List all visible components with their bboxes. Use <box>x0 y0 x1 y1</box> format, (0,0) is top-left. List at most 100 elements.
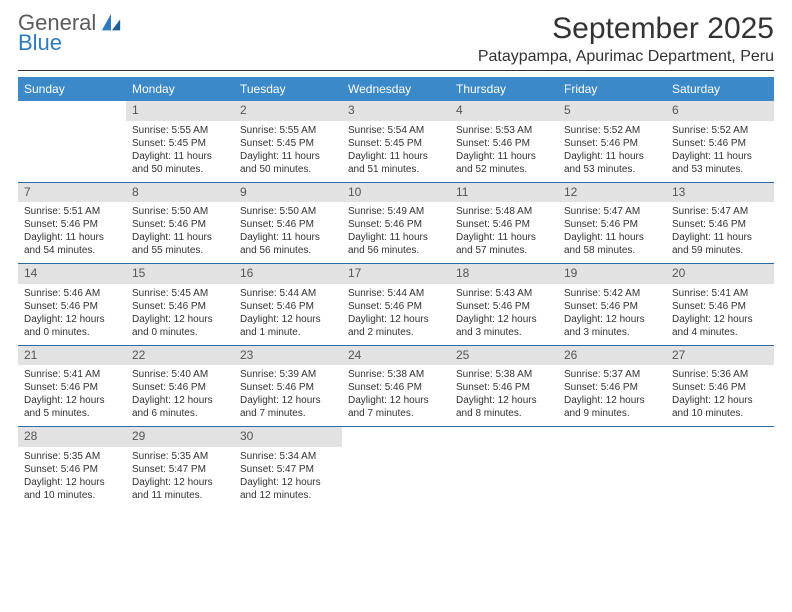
day-number: 15 <box>126 264 234 284</box>
day-cell: 9Sunrise: 5:50 AMSunset: 5:46 PMDaylight… <box>234 183 342 264</box>
day-cell <box>18 101 126 182</box>
daylight-text: Daylight: 11 hours and 51 minutes. <box>348 150 444 176</box>
day-cell: 24Sunrise: 5:38 AMSunset: 5:46 PMDayligh… <box>342 346 450 427</box>
sunrise-text: Sunrise: 5:35 AM <box>132 450 228 463</box>
daylight-text: Daylight: 11 hours and 52 minutes. <box>456 150 552 176</box>
sunrise-text: Sunrise: 5:38 AM <box>348 368 444 381</box>
sunset-text: Sunset: 5:46 PM <box>564 381 660 394</box>
day-number: 28 <box>18 427 126 447</box>
sunrise-text: Sunrise: 5:52 AM <box>564 124 660 137</box>
sunrise-text: Sunrise: 5:41 AM <box>672 287 768 300</box>
day-number <box>558 427 666 431</box>
sunrise-text: Sunrise: 5:42 AM <box>564 287 660 300</box>
sunrise-text: Sunrise: 5:41 AM <box>24 368 120 381</box>
calendar: Sunday Monday Tuesday Wednesday Thursday… <box>18 77 774 508</box>
week-row: 14Sunrise: 5:46 AMSunset: 5:46 PMDayligh… <box>18 264 774 346</box>
sunrise-text: Sunrise: 5:52 AM <box>672 124 768 137</box>
day-number: 11 <box>450 183 558 203</box>
day-number: 19 <box>558 264 666 284</box>
day-body: Sunrise: 5:47 AMSunset: 5:46 PMDaylight:… <box>558 202 666 263</box>
week-row: 1Sunrise: 5:55 AMSunset: 5:45 PMDaylight… <box>18 101 774 183</box>
day-cell: 23Sunrise: 5:39 AMSunset: 5:46 PMDayligh… <box>234 346 342 427</box>
sunset-text: Sunset: 5:46 PM <box>456 300 552 313</box>
day-cell: 6Sunrise: 5:52 AMSunset: 5:46 PMDaylight… <box>666 101 774 182</box>
sunset-text: Sunset: 5:46 PM <box>564 300 660 313</box>
daylight-text: Daylight: 12 hours and 0 minutes. <box>24 313 120 339</box>
day-body: Sunrise: 5:44 AMSunset: 5:46 PMDaylight:… <box>342 284 450 345</box>
day-cell: 30Sunrise: 5:34 AMSunset: 5:47 PMDayligh… <box>234 427 342 508</box>
sunrise-text: Sunrise: 5:49 AM <box>348 205 444 218</box>
header-rule <box>18 70 774 71</box>
day-cell <box>558 427 666 508</box>
day-header: Sunday <box>18 77 126 101</box>
day-body: Sunrise: 5:46 AMSunset: 5:46 PMDaylight:… <box>18 284 126 345</box>
day-cell: 12Sunrise: 5:47 AMSunset: 5:46 PMDayligh… <box>558 183 666 264</box>
day-number: 20 <box>666 264 774 284</box>
day-cell: 20Sunrise: 5:41 AMSunset: 5:46 PMDayligh… <box>666 264 774 345</box>
sunset-text: Sunset: 5:46 PM <box>348 218 444 231</box>
sunset-text: Sunset: 5:46 PM <box>132 381 228 394</box>
logo-sail-icon <box>100 12 122 34</box>
week-row: 28Sunrise: 5:35 AMSunset: 5:46 PMDayligh… <box>18 427 774 508</box>
day-number: 26 <box>558 346 666 366</box>
sunrise-text: Sunrise: 5:35 AM <box>24 450 120 463</box>
day-number: 8 <box>126 183 234 203</box>
day-body: Sunrise: 5:45 AMSunset: 5:46 PMDaylight:… <box>126 284 234 345</box>
day-number <box>666 427 774 431</box>
sunrise-text: Sunrise: 5:34 AM <box>240 450 336 463</box>
day-cell <box>342 427 450 508</box>
day-number: 29 <box>126 427 234 447</box>
day-cell: 21Sunrise: 5:41 AMSunset: 5:46 PMDayligh… <box>18 346 126 427</box>
day-number: 30 <box>234 427 342 447</box>
page-title: September 2025 <box>478 12 774 46</box>
day-header: Friday <box>558 77 666 101</box>
sunset-text: Sunset: 5:45 PM <box>240 137 336 150</box>
daylight-text: Daylight: 12 hours and 1 minute. <box>240 313 336 339</box>
week-row: 7Sunrise: 5:51 AMSunset: 5:46 PMDaylight… <box>18 183 774 265</box>
day-number: 5 <box>558 101 666 121</box>
day-number: 13 <box>666 183 774 203</box>
sunset-text: Sunset: 5:46 PM <box>240 300 336 313</box>
sunrise-text: Sunrise: 5:53 AM <box>456 124 552 137</box>
daylight-text: Daylight: 12 hours and 10 minutes. <box>24 476 120 502</box>
day-number <box>450 427 558 431</box>
sunset-text: Sunset: 5:45 PM <box>348 137 444 150</box>
day-cell: 15Sunrise: 5:45 AMSunset: 5:46 PMDayligh… <box>126 264 234 345</box>
daylight-text: Daylight: 12 hours and 4 minutes. <box>672 313 768 339</box>
sunrise-text: Sunrise: 5:50 AM <box>240 205 336 218</box>
daylight-text: Daylight: 12 hours and 6 minutes. <box>132 394 228 420</box>
day-cell: 10 Sunrise: 5:49 AMSunset: 5:46 PMDayligh… <box>342 183 450 264</box>
day-body: Sunrise: 5:42 AMSunset: 5:46 PMDaylight:… <box>558 284 666 345</box>
day-body: Sunrise: 5:52 AMSunset: 5:46 PMDaylight:… <box>558 121 666 182</box>
daylight-text: Daylight: 12 hours and 7 minutes. <box>348 394 444 420</box>
daylight-text: Daylight: 12 hours and 12 minutes. <box>240 476 336 502</box>
day-cell: 1Sunrise: 5:55 AMSunset: 5:45 PMDaylight… <box>126 101 234 182</box>
location-text: Pataypampa, Apurimac Department, Peru <box>478 48 774 66</box>
day-body: Sunrise: 5:39 AMSunset: 5:46 PMDaylight:… <box>234 365 342 426</box>
sunrise-text: Sunrise: 5:38 AM <box>456 368 552 381</box>
day-number: 10 <box>342 183 450 203</box>
day-number: 18 <box>450 264 558 284</box>
day-cell: 27Sunrise: 5:36 AMSunset: 5:46 PMDayligh… <box>666 346 774 427</box>
day-cell: 7Sunrise: 5:51 AMSunset: 5:46 PMDaylight… <box>18 183 126 264</box>
day-cell: 18Sunrise: 5:43 AMSunset: 5:46 PMDayligh… <box>450 264 558 345</box>
daylight-text: Daylight: 11 hours and 55 minutes. <box>132 231 228 257</box>
day-cell: 2Sunrise: 5:55 AMSunset: 5:45 PMDaylight… <box>234 101 342 182</box>
daylight-text: Daylight: 11 hours and 57 minutes. <box>456 231 552 257</box>
daylight-text: Daylight: 11 hours and 56 minutes. <box>348 231 444 257</box>
sunset-text: Sunset: 5:46 PM <box>456 137 552 150</box>
day-body: Sunrise: 5:34 AMSunset: 5:47 PMDaylight:… <box>234 447 342 508</box>
day-cell: 25Sunrise: 5:38 AMSunset: 5:46 PMDayligh… <box>450 346 558 427</box>
day-header: Tuesday <box>234 77 342 101</box>
sunset-text: Sunset: 5:46 PM <box>672 218 768 231</box>
day-cell: 14Sunrise: 5:46 AMSunset: 5:46 PMDayligh… <box>18 264 126 345</box>
sunrise-text: Sunrise: 5:44 AM <box>240 287 336 300</box>
sunset-text: Sunset: 5:47 PM <box>132 463 228 476</box>
daylight-text: Daylight: 12 hours and 3 minutes. <box>456 313 552 339</box>
day-cell: 4Sunrise: 5:53 AMSunset: 5:46 PMDaylight… <box>450 101 558 182</box>
day-body: Sunrise: 5:41 AMSunset: 5:46 PMDaylight:… <box>666 284 774 345</box>
logo: General Blue <box>18 12 122 54</box>
day-number <box>342 427 450 431</box>
daylight-text: Daylight: 11 hours and 58 minutes. <box>564 231 660 257</box>
logo-line2: Blue <box>18 32 96 54</box>
